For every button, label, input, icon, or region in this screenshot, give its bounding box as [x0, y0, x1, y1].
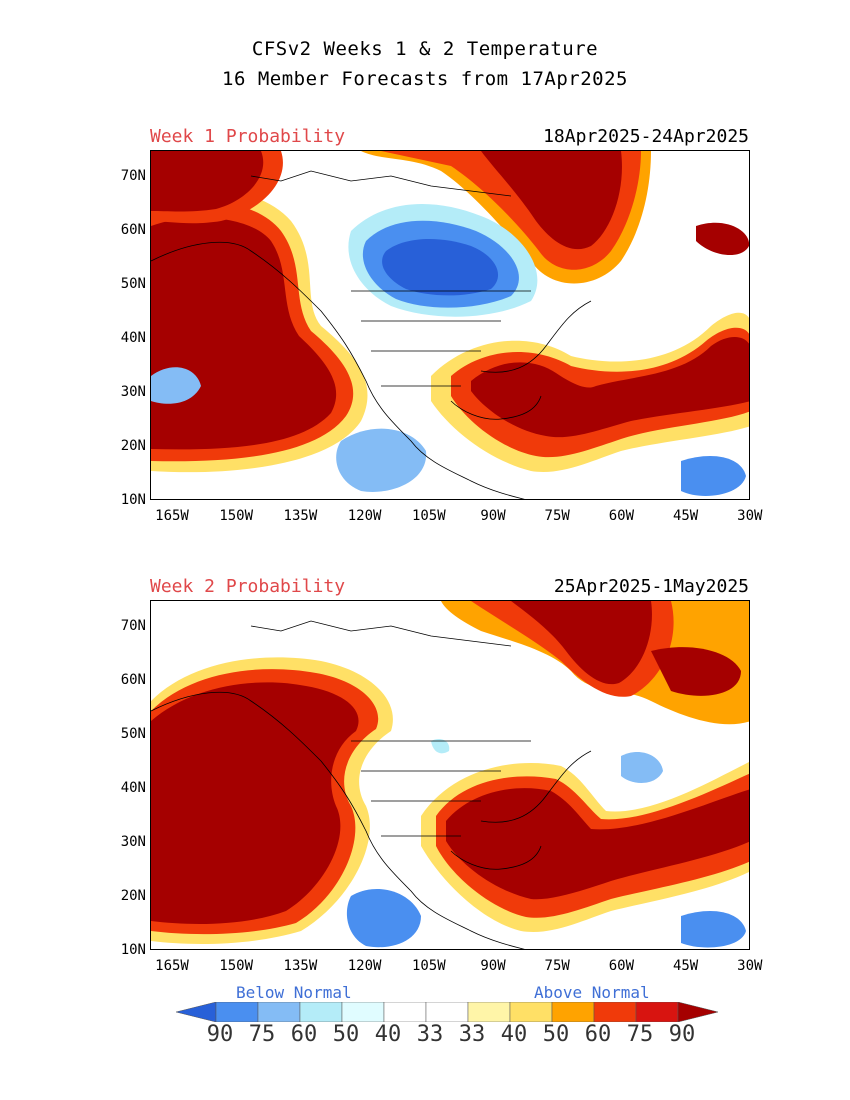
color-bar-value-label: 50 — [332, 1022, 360, 1047]
coastlines — [151, 620, 592, 949]
week-2-probability-map — [150, 600, 750, 950]
color-bar-value-label: 33 — [416, 1022, 444, 1047]
lon-tick-label: 60W — [608, 508, 635, 524]
lon-tick-label: 120W — [347, 958, 382, 974]
color-bar-value-label: 90 — [668, 1022, 696, 1047]
color-bar-value-label: 60 — [584, 1022, 612, 1047]
lon-tick-label: 165W — [155, 508, 189, 524]
color-bar-value-label: 40 — [374, 1022, 402, 1047]
color-bar-value-label: 75 — [248, 1022, 276, 1047]
lat-tick-label: 10N — [120, 492, 146, 508]
lat-tick-label: 40N — [120, 780, 146, 796]
lon-tick-label: 45W — [672, 508, 699, 524]
lon-tick-label: 30W — [737, 958, 763, 974]
color-bar-value-label: 60 — [290, 1022, 318, 1047]
panel-1-label: Week 1 Probability — [150, 126, 346, 147]
lon-tick-label: 150W — [219, 958, 254, 974]
color-bar-box — [635, 1002, 679, 1022]
lat-tick-label: 20N — [120, 888, 146, 904]
color-bar-box — [383, 1002, 427, 1022]
color-bar — [176, 1002, 719, 1022]
lon-tick-label: 75W — [544, 958, 570, 974]
lat-tick-label: 50N — [120, 276, 146, 292]
lat-tick-label: 60N — [120, 222, 146, 238]
color-bar-box — [215, 1002, 259, 1022]
lon-tick-label: 150W — [219, 508, 254, 524]
color-bar-box — [467, 1002, 511, 1022]
panel-2-dates: 25Apr2025-1May2025 — [553, 576, 749, 597]
panel-1-dates: 18Apr2025-24Apr2025 — [543, 126, 749, 147]
week-1-probability-map — [150, 150, 750, 500]
lat-tick-label: 30N — [120, 384, 146, 400]
week2-above-normal-shading — [151, 601, 749, 944]
lat-tick-label: 70N — [120, 618, 146, 634]
lon-tick-label: 75W — [544, 508, 570, 524]
lon-tick-label: 45W — [672, 958, 699, 974]
week1-below-normal-shading — [151, 204, 746, 496]
color-bar-value-label: 75 — [626, 1022, 654, 1047]
color-bar-box — [425, 1002, 469, 1022]
lat-tick-label: 70N — [120, 168, 146, 184]
week1-above-normal-shading — [151, 151, 749, 473]
color-bar-box — [341, 1002, 385, 1022]
color-bar-arrow-right — [677, 1002, 719, 1022]
lat-tick-label: 20N — [120, 438, 146, 454]
lon-tick-label: 30W — [737, 508, 763, 524]
legend-below-normal-label: Below Normal — [236, 983, 352, 1002]
week2-below-normal-shading — [346, 739, 746, 948]
color-bar-box — [509, 1002, 553, 1022]
lon-tick-label: 105W — [411, 508, 446, 524]
color-bar-arrow-left — [176, 1002, 217, 1022]
panel-2-label: Week 2 Probability — [150, 576, 346, 597]
lat-tick-label: 50N — [120, 726, 146, 742]
chart-subtitle: 16 Member Forecasts from 17Apr2025 — [222, 68, 628, 90]
lon-tick-label: 60W — [608, 958, 635, 974]
color-bar-box — [299, 1002, 343, 1022]
color-bar-box — [593, 1002, 637, 1022]
lon-tick-label: 135W — [283, 958, 318, 974]
coastlines — [151, 170, 592, 499]
color-bar-box — [551, 1002, 595, 1022]
lon-tick-label: 135W — [283, 508, 318, 524]
chart-title: CFSv2 Weeks 1 & 2 Temperature — [251, 38, 599, 60]
lon-tick-label: 165W — [155, 958, 189, 974]
lat-tick-label: 60N — [120, 672, 146, 688]
lon-tick-label: 105W — [411, 958, 446, 974]
color-bar-value-label: 33 — [458, 1022, 486, 1047]
legend-above-normal-label: Above Normal — [534, 983, 650, 1002]
lat-tick-label: 40N — [120, 330, 146, 346]
color-bar-box — [257, 1002, 301, 1022]
lat-tick-label: 30N — [120, 834, 146, 850]
color-bar-value-label: 40 — [500, 1022, 528, 1047]
lat-tick-label: 10N — [120, 942, 146, 958]
lon-tick-label: 90W — [480, 958, 506, 974]
lon-tick-label: 90W — [480, 508, 506, 524]
color-bar-value-label: 50 — [542, 1022, 570, 1047]
lon-tick-label: 120W — [347, 508, 382, 524]
color-bar-value-label: 90 — [206, 1022, 234, 1047]
